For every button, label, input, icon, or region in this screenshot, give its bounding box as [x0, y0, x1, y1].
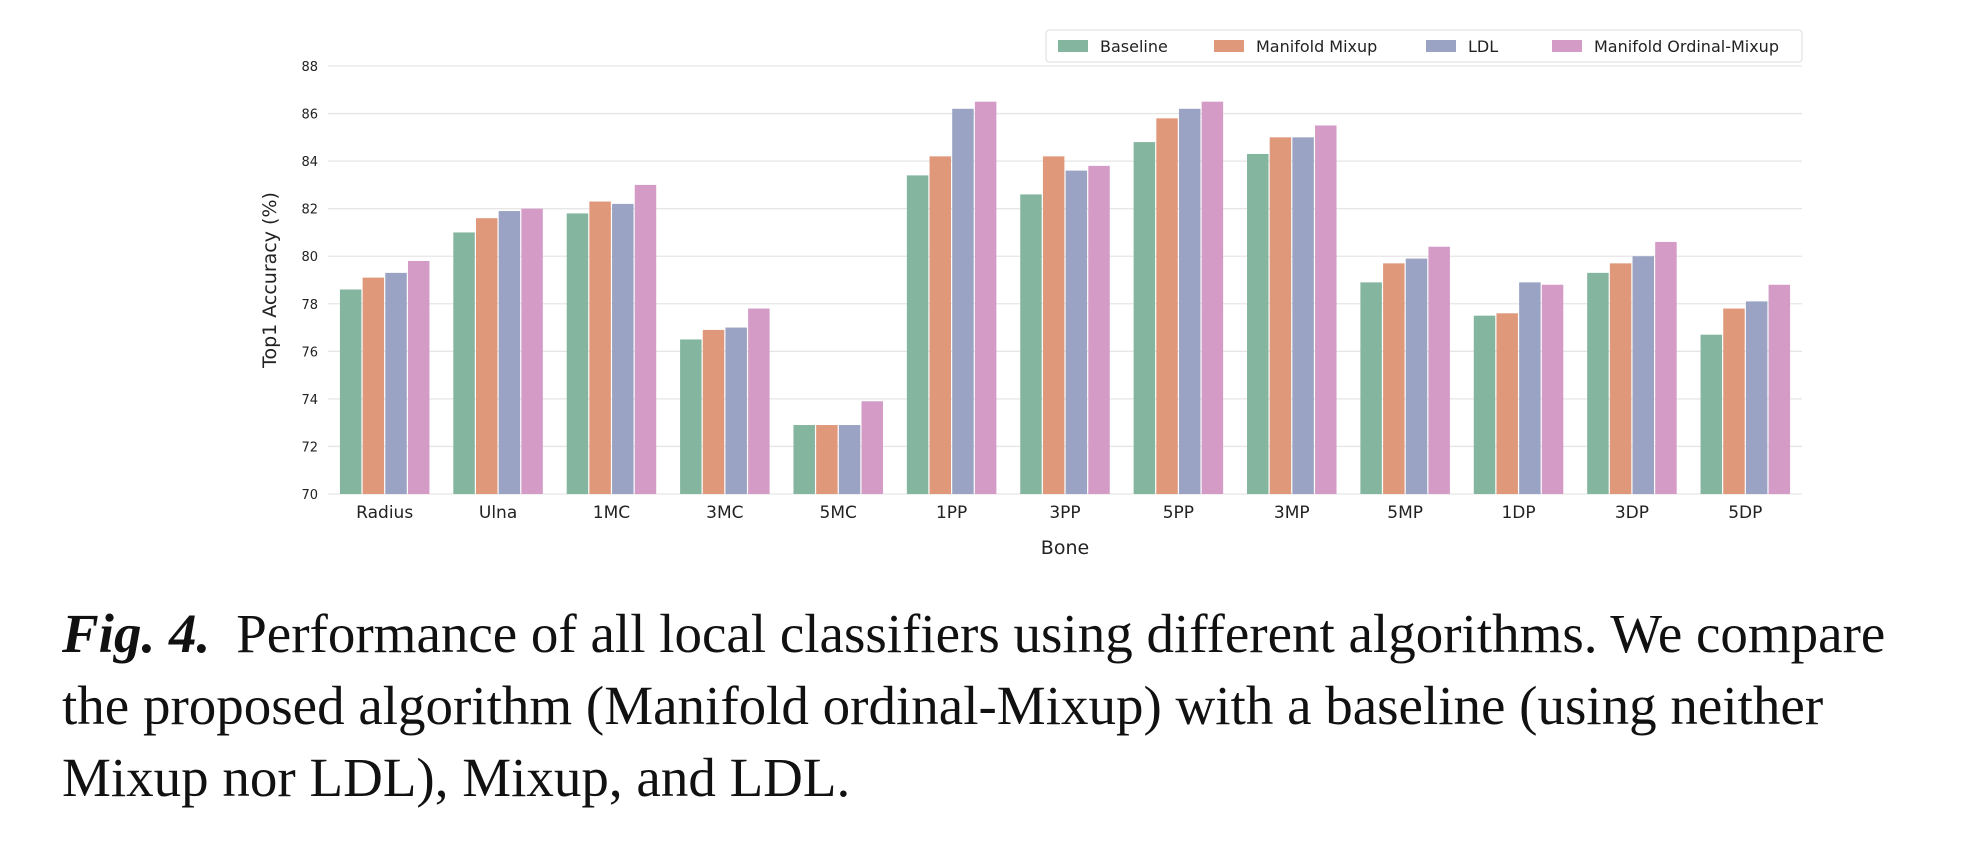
bar-3pp-manifold-mixup [1042, 156, 1065, 494]
bar-1mc-manifold-ordinal-mixup [634, 184, 657, 494]
bar-3dp-manifold-mixup [1609, 263, 1632, 494]
x-tick-label: 5MC [820, 503, 857, 523]
x-tick-label: Ulna [479, 503, 517, 523]
bar-3mp-ldl [1292, 137, 1314, 495]
bar-3mp-baseline [1247, 153, 1269, 494]
legend-label: Baseline [1100, 37, 1168, 56]
bar-1pp-manifold-ordinal-mixup [974, 101, 997, 495]
bar-ulna-ldl [498, 211, 521, 495]
x-tick-label: 1PP [936, 503, 967, 523]
legend-swatch [1058, 40, 1088, 52]
x-tick-label: 1DP [1501, 503, 1535, 523]
x-tick-label: 3MP [1274, 503, 1310, 523]
bar-1pp-manifold-mixup [929, 156, 952, 494]
bar-5mp-ldl [1405, 258, 1428, 494]
bar-1dp-baseline [1473, 315, 1496, 494]
x-axis-title: Bone [1041, 537, 1089, 559]
gridlines [328, 65, 1802, 495]
bar-1dp-ldl [1519, 282, 1541, 494]
bar-1dp-manifold-ordinal-mixup [1541, 284, 1564, 494]
bar-3mc-manifold-mixup [702, 329, 725, 494]
bar-radius-manifold-ordinal-mixup [407, 260, 430, 494]
bar-chart: 70 72 74 76 78 80 82 84 86 88 Radius Ulna 1MC 3MC 5MC… [259, 29, 1803, 559]
bar-5mp-baseline [1360, 282, 1382, 494]
legend-swatch [1552, 40, 1582, 52]
x-tick-label: 5MP [1387, 503, 1423, 523]
y-tick-label: 76 [301, 345, 318, 360]
bar-5mp-manifold-ordinal-mixup [1428, 246, 1450, 494]
y-tick-label: 78 [301, 298, 318, 313]
bar-3dp-baseline [1587, 272, 1609, 494]
bar-3dp-ldl [1632, 256, 1654, 494]
bar-5pp-manifold-mixup [1156, 118, 1178, 495]
y-tick-label: 84 [301, 155, 318, 170]
bar-5dp-manifold-mixup [1723, 308, 1745, 494]
bar-5mc-manifold-ordinal-mixup [861, 401, 883, 494]
legend: Baseline Manifold Mixup LDL Manifold Ordina… [1045, 29, 1803, 63]
bar-radius-manifold-mixup [362, 277, 385, 494]
bar-ulna-baseline [453, 232, 475, 494]
bar-3mp-manifold-mixup [1269, 137, 1292, 495]
bar-1pp-baseline [906, 175, 929, 494]
bar-5pp-manifold-ordinal-mixup [1201, 101, 1224, 495]
bar-3pp-baseline [1020, 194, 1042, 494]
bar-5mp-manifold-mixup [1383, 263, 1405, 494]
bar-3pp-ldl [1065, 170, 1088, 494]
caption-text: Performance of all local classifiers usi… [62, 603, 1886, 808]
bar-5mc-baseline [793, 425, 815, 494]
x-tick-label: 3PP [1049, 503, 1080, 523]
bar-radius-ldl [385, 272, 407, 494]
x-tick-label: 3DP [1615, 503, 1649, 523]
legend-label: LDL [1468, 37, 1498, 56]
x-axis-ticks: Radius Ulna 1MC 3MC 5MC 1PP 3PP 5PP 3MP 5MP 1DP 3DP… [356, 503, 1762, 523]
legend-swatch [1214, 40, 1244, 52]
bar-5dp-manifold-ordinal-mixup [1768, 284, 1791, 494]
legend-label: Manifold Ordinal-Mixup [1594, 37, 1779, 56]
bar-3mc-manifold-ordinal-mixup [748, 308, 770, 494]
bar-1mc-baseline [566, 213, 589, 494]
bar-5dp-ldl [1745, 301, 1768, 494]
bar-3dp-manifold-ordinal-mixup [1655, 241, 1677, 494]
legend-swatch [1426, 40, 1456, 52]
y-tick-label: 80 [301, 250, 318, 265]
bar-3mc-baseline [680, 339, 702, 494]
figure-caption: Fig. 4. Performance of all local classifi… [62, 598, 1942, 814]
y-tick-label: 82 [301, 203, 318, 218]
bar-5dp-baseline [1700, 334, 1723, 494]
x-tick-label: 1MC [593, 503, 630, 523]
y-tick-label: 88 [301, 60, 318, 75]
bar-5pp-baseline [1133, 142, 1156, 495]
x-tick-label: 3MC [706, 503, 743, 523]
bar-5mc-ldl [838, 425, 861, 494]
legend-frame [1045, 29, 1803, 63]
y-axis-title: Top1 Accuracy (%) [259, 192, 281, 369]
y-axis-ticks: 70 72 74 76 78 80 82 84 86 88 [301, 60, 318, 503]
bar-3mc-ldl [725, 327, 747, 494]
x-tick-label: 5DP [1728, 503, 1762, 523]
y-tick-label: 86 [301, 108, 318, 123]
x-tick-label: Radius [356, 503, 413, 523]
bar-1mc-ldl [612, 203, 634, 494]
bar-ulna-manifold-ordinal-mixup [521, 208, 543, 494]
bar-radius-baseline [339, 289, 362, 494]
legend-label: Manifold Mixup [1256, 37, 1377, 56]
x-tick-label: 5PP [1163, 503, 1194, 523]
y-tick-label: 72 [301, 440, 318, 455]
bar-1mc-manifold-mixup [589, 201, 611, 495]
y-tick-label: 74 [301, 393, 318, 408]
bar-1dp-manifold-mixup [1496, 313, 1518, 494]
bars [339, 101, 1791, 495]
figure-label: Fig. 4. [62, 603, 211, 664]
bar-3mp-manifold-ordinal-mixup [1315, 125, 1337, 494]
bar-1pp-ldl [952, 108, 974, 495]
bar-3pp-manifold-ordinal-mixup [1088, 165, 1110, 494]
bar-ulna-manifold-mixup [476, 218, 498, 494]
bar-5mc-manifold-mixup [816, 425, 838, 494]
y-tick-label: 70 [301, 488, 318, 503]
bar-5pp-ldl [1178, 108, 1201, 495]
